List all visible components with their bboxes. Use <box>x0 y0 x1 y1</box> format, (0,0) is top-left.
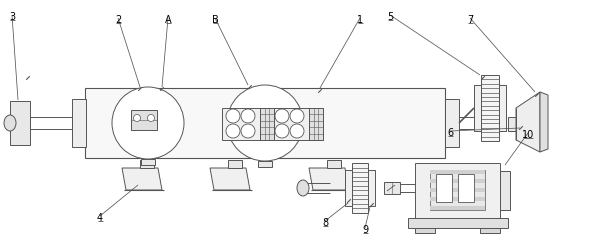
Bar <box>85 88 445 158</box>
Text: 8: 8 <box>322 218 328 228</box>
Bar <box>384 182 400 194</box>
Circle shape <box>227 85 303 161</box>
Bar <box>430 170 485 174</box>
Bar <box>10 101 30 145</box>
Polygon shape <box>540 92 548 152</box>
Bar <box>474 85 481 131</box>
Circle shape <box>241 109 255 123</box>
Bar <box>430 206 485 210</box>
Bar <box>72 99 86 147</box>
Polygon shape <box>516 92 540 152</box>
Circle shape <box>275 124 289 138</box>
Circle shape <box>290 124 304 138</box>
Bar <box>500 171 510 210</box>
Bar <box>258 161 272 167</box>
Bar <box>458 174 474 202</box>
Bar <box>436 174 452 202</box>
Bar <box>508 117 516 131</box>
Text: 2: 2 <box>115 15 121 25</box>
Bar <box>480 228 500 233</box>
Bar <box>481 75 499 141</box>
Bar <box>430 179 485 183</box>
Bar <box>352 163 368 213</box>
Bar <box>141 159 155 165</box>
Ellipse shape <box>4 115 16 131</box>
Bar <box>228 160 242 168</box>
Polygon shape <box>122 168 162 190</box>
Bar <box>222 108 309 140</box>
Circle shape <box>226 124 240 138</box>
Bar <box>140 160 154 168</box>
Bar <box>430 197 485 201</box>
Text: 4: 4 <box>97 213 103 223</box>
Bar <box>408 218 508 228</box>
Circle shape <box>241 124 255 138</box>
Bar <box>430 188 485 192</box>
Circle shape <box>112 87 184 159</box>
Polygon shape <box>210 168 250 190</box>
Bar <box>309 108 323 140</box>
Bar <box>499 85 506 131</box>
Circle shape <box>133 114 140 121</box>
Circle shape <box>148 114 155 121</box>
Bar <box>445 99 459 147</box>
Bar <box>131 110 157 130</box>
Ellipse shape <box>297 180 309 196</box>
Circle shape <box>290 109 304 123</box>
Bar <box>345 170 352 206</box>
Polygon shape <box>309 168 349 190</box>
Text: 6: 6 <box>447 128 453 138</box>
Text: 9: 9 <box>362 225 368 235</box>
Circle shape <box>275 109 289 123</box>
Bar <box>368 170 375 206</box>
Text: A: A <box>164 15 172 25</box>
Bar <box>430 170 485 210</box>
Bar <box>260 108 274 140</box>
Text: B: B <box>212 15 218 25</box>
Text: 5: 5 <box>387 12 393 22</box>
Text: 1: 1 <box>357 15 363 25</box>
Text: 10: 10 <box>522 130 534 140</box>
Bar <box>415 163 500 218</box>
Text: 7: 7 <box>467 15 473 25</box>
Bar <box>415 228 435 233</box>
Bar <box>327 160 341 168</box>
Text: 3: 3 <box>9 12 15 22</box>
Circle shape <box>226 109 240 123</box>
